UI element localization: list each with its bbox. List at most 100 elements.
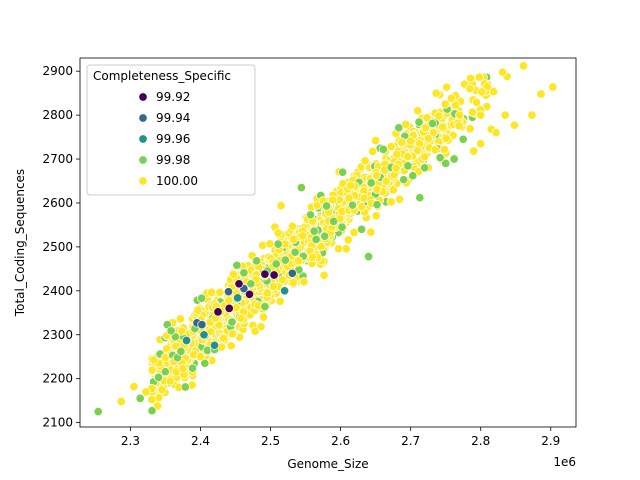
scatter-point <box>224 295 234 305</box>
scatter-point-100.00 <box>476 139 486 149</box>
scatter-point-99.98 <box>239 268 249 278</box>
scatter-point <box>466 73 476 83</box>
scatter-point-99.92 <box>213 307 223 317</box>
scatter-point <box>346 181 356 191</box>
scatter-point <box>341 244 351 254</box>
x-tick-label: 2.6 <box>331 434 350 448</box>
scatter-point <box>147 365 157 375</box>
scatter-point <box>372 184 382 194</box>
scatter-point-99.98 <box>394 123 404 133</box>
scatter-point <box>147 395 157 405</box>
scatter-point <box>236 313 246 323</box>
scatter-point <box>258 240 268 250</box>
scatter-point <box>206 287 216 297</box>
scatter-point <box>319 270 329 280</box>
scatter-point <box>215 287 225 297</box>
scatter-point-100.00 <box>455 110 465 120</box>
legend-entries: 99.92 99.94 99.96 99.98 100.00 <box>138 90 198 188</box>
scatter-point <box>454 121 464 131</box>
scatter-point-99.98 <box>311 234 321 244</box>
legend-entry-label: 100.00 <box>156 174 198 188</box>
scatter-point <box>188 363 198 373</box>
scatter-point-99.92 <box>269 270 279 280</box>
scatter-point <box>273 228 283 238</box>
scatter-point <box>420 152 430 162</box>
scatter-point-100.00 <box>371 136 381 146</box>
scatter-point-99.98 <box>153 372 164 382</box>
scatter-point <box>219 333 229 343</box>
scatter-point <box>414 117 424 127</box>
scatter-point <box>497 67 508 77</box>
scatter-point-100.00 <box>476 110 486 120</box>
scatter-point-99.92 <box>260 269 270 279</box>
scatter-point-100.00 <box>129 382 139 392</box>
scatter-point <box>343 235 353 245</box>
scatter-point-99.98 <box>260 302 270 312</box>
scatter-point <box>438 122 448 132</box>
legend-marker <box>138 155 148 165</box>
x-tick-label: 2.9 <box>541 434 560 448</box>
x-tick-label: 2.7 <box>401 434 420 448</box>
scatter-point-99.92 <box>234 279 244 289</box>
scatter-point-100.00 <box>420 123 430 133</box>
scatter-point-99.98 <box>280 255 290 265</box>
scatter-point <box>328 195 338 205</box>
plot-frame <box>79 57 577 428</box>
scatter-point-100.00 <box>406 136 416 146</box>
scatter-point <box>403 152 413 162</box>
scatter-point <box>262 288 272 298</box>
scatter-point <box>258 312 269 322</box>
scatter-point-99.98 <box>290 247 300 257</box>
scatter-point <box>268 281 278 291</box>
scatter-point-99.92 <box>224 303 234 313</box>
legend-marker <box>138 92 148 102</box>
scatter-point <box>308 252 318 262</box>
scatter-point-99.98 <box>135 393 145 403</box>
scatter-point-99.94 <box>287 268 297 278</box>
scatter-point-99.96 <box>209 340 220 350</box>
x-tick-label: 2.5 <box>261 434 280 448</box>
scatter-point <box>366 227 376 237</box>
legend: Completeness_Specific 99.9299.9499.9699.… <box>86 64 256 196</box>
scatter-point <box>298 231 308 241</box>
scatter-point-99.98 <box>408 171 418 181</box>
scatter-point-99.98 <box>337 222 347 232</box>
scatter-point-100.00 <box>491 128 501 138</box>
scatter-point-99.98 <box>399 175 409 185</box>
scatter-point-99.98 <box>232 260 242 270</box>
y-tick-label: 2900 <box>42 64 73 78</box>
scatter-point-99.94 <box>197 320 207 330</box>
scatter-point-100.00 <box>195 352 206 362</box>
scatter-point-99.98 <box>378 144 388 154</box>
legend-marker <box>138 134 148 144</box>
scatter-point-100.00 <box>265 239 275 249</box>
scatter-point-100.00 <box>178 364 188 374</box>
scatter-point <box>287 221 298 231</box>
scatter-point-99.92 <box>244 289 255 299</box>
legend-marker <box>138 176 148 186</box>
scatter-point-99.98 <box>246 279 256 289</box>
scatter-point <box>442 82 452 92</box>
scatter-point-99.98 <box>441 158 451 168</box>
scatter-point <box>431 88 441 98</box>
scatter-point-99.98 <box>227 317 237 327</box>
scatter-point <box>147 406 157 416</box>
scatter-point <box>197 293 207 303</box>
scatter-point <box>471 97 482 107</box>
scatter-point-100.00 <box>276 201 286 211</box>
scatter-point <box>309 226 319 236</box>
legend-entry-label: 99.98 <box>156 153 190 167</box>
y-tick-label: 2500 <box>42 240 73 254</box>
legend-marker <box>138 113 148 123</box>
scatter-point-99.98 <box>338 167 348 177</box>
scatter-point-99.94 <box>223 287 234 297</box>
scatter-point <box>474 72 484 82</box>
scatter-point-99.98 <box>435 153 445 163</box>
scatter-point <box>368 146 378 157</box>
scatter-point-99.98 <box>271 259 281 269</box>
legend-entry-label: 99.94 <box>156 111 190 125</box>
scatter-point-100.00 <box>294 256 304 266</box>
scatter-point-99.98 <box>322 201 332 211</box>
scatter-point <box>381 176 391 186</box>
scatter-point-100.00 <box>527 110 537 120</box>
